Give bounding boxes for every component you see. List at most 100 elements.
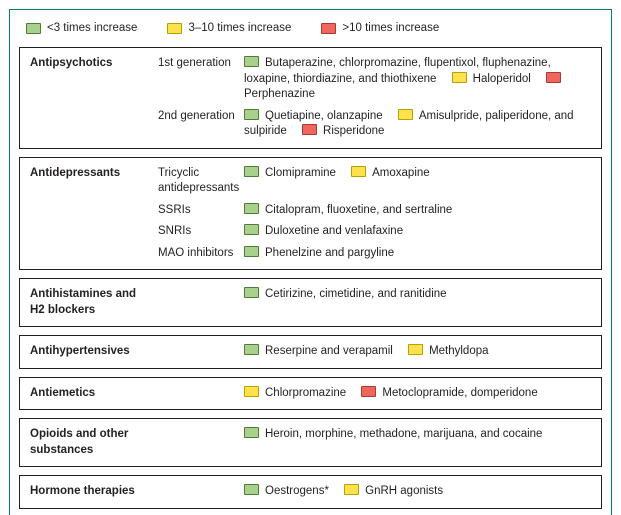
drug-list: Clomipramine Amoxapine xyxy=(244,165,591,197)
drug-list: Reserpine and verapamil Methyldopa xyxy=(244,344,591,360)
swatch-icon xyxy=(244,108,259,120)
drug-row: Tricyclic antidepressants Clomipramine A… xyxy=(158,165,591,197)
drug-segment: Risperidone xyxy=(302,124,385,138)
drug-list-text: Clomipramine xyxy=(265,166,336,179)
drug-list-text: Heroin, morphine, methadone, marijuana, … xyxy=(265,428,543,441)
category-box-antidepressants: Antidepressants Tricyclic antidepressant… xyxy=(19,156,602,271)
drug-row: Reserpine and verapamil Methyldopa xyxy=(158,344,591,360)
drug-segment: Butaperazine, chlorpromazine, flupentixo… xyxy=(244,56,551,85)
legend-label: <3 times increase xyxy=(47,22,138,34)
drug-list-text: Metoclopramide, domperidone xyxy=(382,386,538,399)
legend-swatch-icon xyxy=(321,22,337,34)
swatch-icon xyxy=(244,344,259,356)
drug-list: Butaperazine, chlorpromazine, flupentixo… xyxy=(244,56,591,103)
drug-list: Oestrogens* GnRH agonists xyxy=(244,484,591,500)
drug-list-text: GnRH agonists xyxy=(365,485,444,498)
category-label: Antiemetics xyxy=(30,386,96,399)
category-label: Antipsychotics xyxy=(30,57,113,69)
subcategory-label: MAO inhibitors xyxy=(158,246,234,259)
drug-row: Chlorpromazine Metoclopramide, domperido… xyxy=(158,385,591,402)
drug-segment: Perphenazine xyxy=(244,71,567,101)
category-rows: Chlorpromazine Metoclopramide, domperido… xyxy=(158,385,591,402)
drug-list-text: Risperidone xyxy=(323,125,385,138)
drug-list-text: Quetiapine, olanzapine xyxy=(265,109,383,122)
swatch-icon xyxy=(408,344,424,356)
drug-list: Duloxetine and venlafaxine xyxy=(244,224,591,240)
drug-list: Heroin, morphine, methadone, marijuana, … xyxy=(244,427,591,443)
subcategory-label: Tricyclic antidepressants xyxy=(158,166,240,195)
drug-row: Oestrogens* GnRH agonists xyxy=(158,484,591,500)
swatch-icon xyxy=(302,124,318,136)
category-box-antiemetics: Antiemetics Chlorpromazine Metoclopramid… xyxy=(19,376,602,411)
legend-label: >10 times increase xyxy=(342,22,440,34)
legend: <3 times increase 3–10 times increase >1… xyxy=(26,22,602,34)
drug-list-text: Cetirizine, cimetidine, and ranitidine xyxy=(265,288,447,301)
swatch-icon xyxy=(244,427,259,439)
drug-list-text: Butaperazine, chlorpromazine, flupentixo… xyxy=(244,57,551,85)
drug-row: SNRIs Duloxetine and venlafaxine xyxy=(158,224,591,240)
category-rows: Cetirizine, cimetidine, and ranitidine xyxy=(158,287,591,318)
drug-segment: Reserpine and verapamil xyxy=(244,344,393,358)
legend-item-high: >10 times increase xyxy=(321,22,439,34)
category-rows: 1st generation Butaperazine, chlorpromaz… xyxy=(158,56,591,140)
drug-list-text: Methyldopa xyxy=(429,345,489,358)
legend-item-low: <3 times increase xyxy=(26,22,137,34)
drug-list: Citalopram, fluoxetine, and sertraline xyxy=(244,202,591,219)
drug-list-text: Amoxapine xyxy=(372,166,430,179)
subcategory-label: SSRIs xyxy=(158,203,191,216)
category-label: Hormone therapies xyxy=(30,485,135,498)
swatch-icon xyxy=(351,165,367,177)
category-label: Antidepressants xyxy=(30,166,121,179)
category-rows: Reserpine and verapamil Methyldopa xyxy=(158,344,591,360)
drug-list-text: Phenelzine and pargyline xyxy=(265,246,395,259)
drug-segment: Amisulpride, paliperidone, and sulpiride xyxy=(244,108,574,137)
drug-row: SSRIs Citalopram, fluoxetine, and sertra… xyxy=(158,202,591,219)
swatch-icon xyxy=(244,224,259,236)
category-rows: Tricyclic antidepressants Clomipramine A… xyxy=(158,165,591,262)
subcategory-label: 1st generation xyxy=(158,57,231,69)
drug-segment: GnRH agonists xyxy=(344,484,444,498)
drug-segment: Citalopram, fluoxetine, and sertraline xyxy=(244,202,453,216)
category-box-hormone-therapies: Hormone therapies Oestrogens* GnRH agoni… xyxy=(19,475,602,509)
drug-segment: Metoclopramide, domperidone xyxy=(361,385,538,399)
swatch-icon xyxy=(244,245,259,257)
swatch-icon xyxy=(361,385,377,397)
legend-swatch-icon xyxy=(167,22,183,34)
swatch-icon xyxy=(244,165,259,177)
drug-list-text: Reserpine and verapamil xyxy=(265,345,393,358)
legend-item-medium: 3–10 times increase xyxy=(167,22,291,34)
drug-row: Heroin, morphine, methadone, marijuana, … xyxy=(158,427,591,443)
swatch-icon xyxy=(244,484,259,496)
swatch-icon xyxy=(244,56,259,67)
drug-list: Cetirizine, cimetidine, and ranitidine xyxy=(244,287,591,303)
drug-segment: Clomipramine xyxy=(244,165,336,179)
category-label: Opioids and other substances xyxy=(30,428,129,456)
drug-list-text: Perphenazine xyxy=(244,88,315,101)
swatch-icon xyxy=(244,202,259,214)
drug-segment: Oestrogens* xyxy=(244,484,329,497)
category-box-opioids: Opioids and other substances Heroin, mor… xyxy=(19,418,602,468)
drug-segment: Chlorpromazine xyxy=(244,385,347,399)
drug-segment: Amoxapine xyxy=(351,165,430,179)
category-label: Antihypertensives xyxy=(30,345,130,358)
swatch-icon xyxy=(344,484,360,496)
category-box-antihistamines: Antihistamines and H2 blockers Cetirizin… xyxy=(19,278,602,328)
drug-segment: Methyldopa xyxy=(408,344,489,358)
drug-list-text: Chlorpromazine xyxy=(265,386,347,399)
figure-frame: <3 times increase 3–10 times increase >1… xyxy=(9,9,612,515)
swatch-icon xyxy=(397,108,413,120)
swatch-icon xyxy=(244,385,259,397)
category-rows: Oestrogens* GnRH agonists xyxy=(158,484,591,500)
drug-list-text: Citalopram, fluoxetine, and sertraline xyxy=(265,203,453,216)
drug-segment: Quetiapine, olanzapine xyxy=(244,108,383,122)
drug-row: 2nd generation Quetiapine, olanzapine Am… xyxy=(158,108,591,140)
drug-list: Phenelzine and pargyline xyxy=(244,245,591,262)
swatch-icon xyxy=(451,71,467,83)
drug-row: Cetirizine, cimetidine, and ranitidine xyxy=(158,287,591,303)
legend-label: 3–10 times increase xyxy=(188,22,292,34)
drug-row: 1st generation Butaperazine, chlorpromaz… xyxy=(158,56,591,103)
subcategory-label xyxy=(158,386,244,402)
category-box-antihypertensives: Antihypertensives Reserpine and verapami… xyxy=(19,335,602,369)
subcategory-label: 2nd generation xyxy=(158,109,235,122)
